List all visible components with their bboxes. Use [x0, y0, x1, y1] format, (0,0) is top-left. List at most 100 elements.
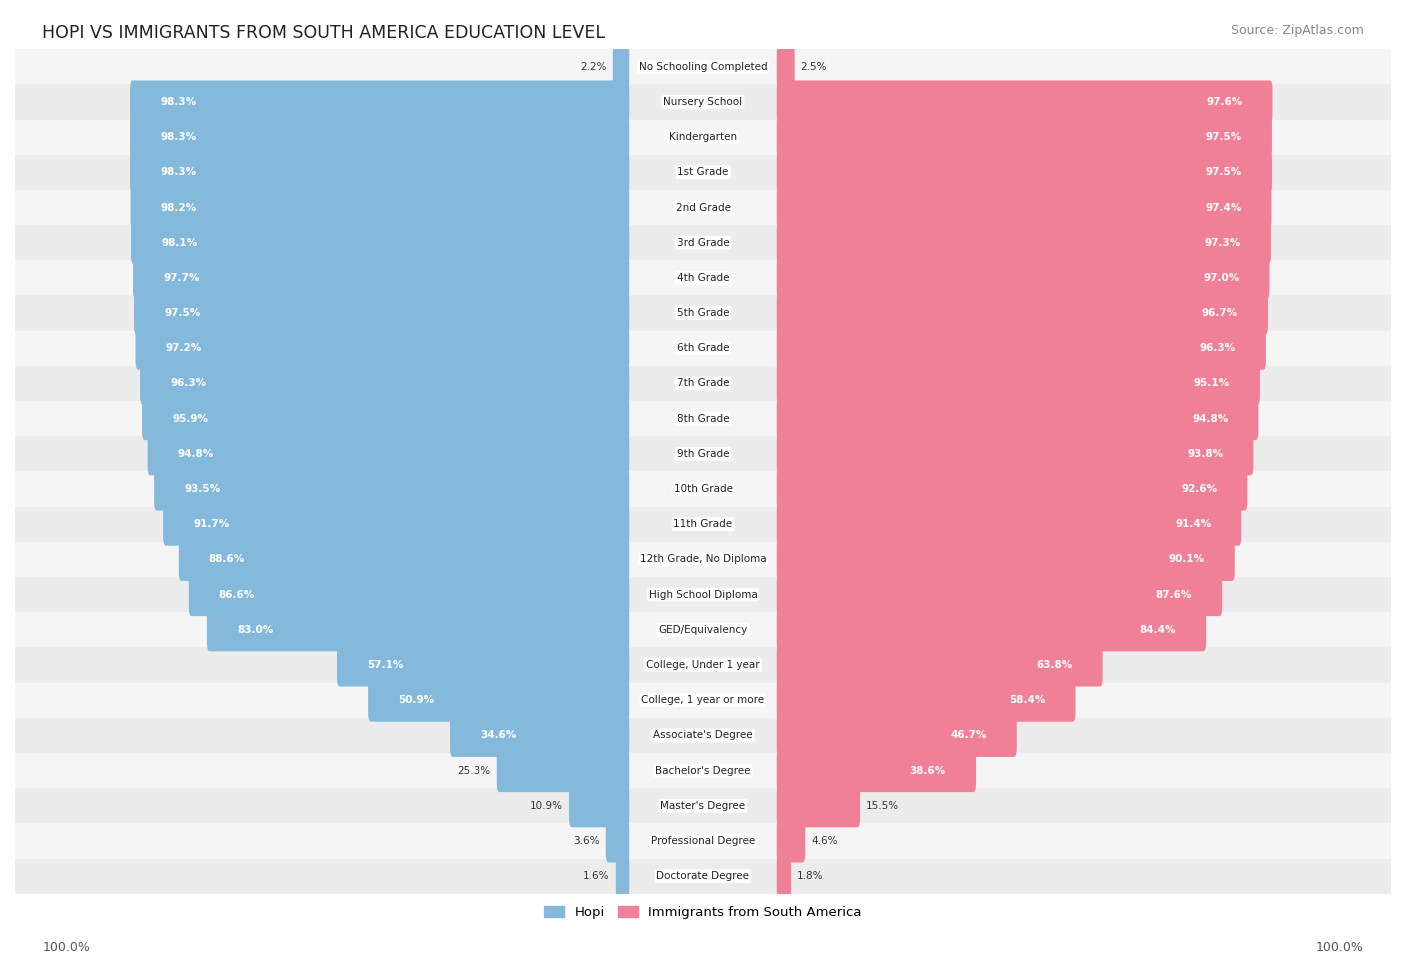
Text: 90.1%: 90.1%	[1168, 555, 1205, 565]
Text: 97.4%: 97.4%	[1205, 203, 1241, 213]
Bar	[15, 84, 1391, 120]
FancyBboxPatch shape	[496, 749, 630, 792]
Bar	[15, 295, 1391, 331]
Text: Bachelor's Degree: Bachelor's Degree	[655, 765, 751, 776]
FancyBboxPatch shape	[776, 397, 1258, 440]
Bar	[15, 401, 1391, 436]
FancyBboxPatch shape	[776, 714, 1017, 757]
FancyBboxPatch shape	[776, 784, 860, 828]
FancyBboxPatch shape	[134, 256, 630, 299]
Text: 91.7%: 91.7%	[193, 520, 229, 529]
Text: 46.7%: 46.7%	[950, 730, 987, 740]
FancyBboxPatch shape	[606, 820, 630, 863]
Text: 86.6%: 86.6%	[219, 590, 254, 600]
FancyBboxPatch shape	[776, 820, 806, 863]
Text: 91.4%: 91.4%	[1175, 520, 1212, 529]
Bar	[15, 472, 1391, 507]
FancyBboxPatch shape	[776, 503, 1241, 546]
Text: 97.5%: 97.5%	[1206, 133, 1241, 142]
Text: 100.0%: 100.0%	[1316, 941, 1364, 954]
Text: Doctorate Degree: Doctorate Degree	[657, 872, 749, 881]
Text: 98.3%: 98.3%	[160, 168, 197, 177]
Text: 83.0%: 83.0%	[236, 625, 273, 635]
Bar	[15, 682, 1391, 718]
FancyBboxPatch shape	[776, 538, 1234, 581]
FancyBboxPatch shape	[776, 151, 1272, 194]
Text: 3rd Grade: 3rd Grade	[676, 238, 730, 248]
Bar	[15, 49, 1391, 84]
Text: 100.0%: 100.0%	[42, 941, 90, 954]
Text: 97.5%: 97.5%	[165, 308, 200, 318]
FancyBboxPatch shape	[179, 538, 630, 581]
Bar	[15, 577, 1391, 612]
Bar	[15, 225, 1391, 260]
Text: 88.6%: 88.6%	[208, 555, 245, 565]
Bar	[15, 612, 1391, 647]
Bar	[15, 542, 1391, 577]
FancyBboxPatch shape	[207, 608, 630, 651]
FancyBboxPatch shape	[368, 679, 630, 722]
Text: 12th Grade, No Diploma: 12th Grade, No Diploma	[640, 555, 766, 565]
Text: 11th Grade: 11th Grade	[673, 520, 733, 529]
FancyBboxPatch shape	[148, 432, 630, 476]
FancyBboxPatch shape	[131, 186, 630, 229]
Text: 96.3%: 96.3%	[1199, 343, 1236, 353]
FancyBboxPatch shape	[776, 81, 1272, 124]
Text: 2.2%: 2.2%	[581, 61, 607, 72]
FancyBboxPatch shape	[613, 45, 630, 88]
FancyBboxPatch shape	[776, 221, 1271, 264]
FancyBboxPatch shape	[776, 327, 1265, 370]
Text: Kindergarten: Kindergarten	[669, 133, 737, 142]
Bar	[15, 753, 1391, 788]
Text: 97.7%: 97.7%	[163, 273, 200, 283]
Text: 98.2%: 98.2%	[160, 203, 197, 213]
Text: High School Diploma: High School Diploma	[648, 590, 758, 600]
FancyBboxPatch shape	[131, 221, 630, 264]
FancyBboxPatch shape	[135, 327, 630, 370]
Bar	[15, 824, 1391, 859]
Bar	[15, 647, 1391, 682]
Text: 98.1%: 98.1%	[162, 238, 197, 248]
Text: 38.6%: 38.6%	[910, 765, 946, 776]
FancyBboxPatch shape	[776, 116, 1272, 159]
Text: 96.7%: 96.7%	[1202, 308, 1237, 318]
Text: 93.8%: 93.8%	[1187, 448, 1223, 459]
Text: 95.9%: 95.9%	[172, 413, 208, 424]
Text: 87.6%: 87.6%	[1156, 590, 1192, 600]
Text: HOPI VS IMMIGRANTS FROM SOUTH AMERICA EDUCATION LEVEL: HOPI VS IMMIGRANTS FROM SOUTH AMERICA ED…	[42, 24, 605, 42]
Text: Master's Degree: Master's Degree	[661, 800, 745, 811]
Text: 4th Grade: 4th Grade	[676, 273, 730, 283]
Text: 97.0%: 97.0%	[1204, 273, 1240, 283]
FancyBboxPatch shape	[776, 749, 976, 792]
Text: 8th Grade: 8th Grade	[676, 413, 730, 424]
FancyBboxPatch shape	[616, 855, 630, 898]
Text: College, Under 1 year: College, Under 1 year	[647, 660, 759, 670]
FancyBboxPatch shape	[129, 81, 630, 124]
Text: 3.6%: 3.6%	[574, 836, 600, 846]
Text: 34.6%: 34.6%	[479, 730, 516, 740]
FancyBboxPatch shape	[188, 573, 630, 616]
Text: 95.1%: 95.1%	[1194, 378, 1230, 388]
Bar	[15, 155, 1391, 190]
FancyBboxPatch shape	[776, 256, 1270, 299]
Text: 1st Grade: 1st Grade	[678, 168, 728, 177]
Text: 6th Grade: 6th Grade	[676, 343, 730, 353]
FancyBboxPatch shape	[776, 573, 1222, 616]
Text: 98.3%: 98.3%	[160, 97, 197, 107]
Bar	[15, 190, 1391, 225]
Text: 1.6%: 1.6%	[583, 872, 610, 881]
Bar	[15, 120, 1391, 155]
FancyBboxPatch shape	[569, 784, 630, 828]
Legend: Hopi, Immigrants from South America: Hopi, Immigrants from South America	[537, 899, 869, 925]
Text: 15.5%: 15.5%	[866, 800, 900, 811]
Text: 84.4%: 84.4%	[1140, 625, 1177, 635]
Text: 92.6%: 92.6%	[1181, 484, 1218, 494]
FancyBboxPatch shape	[129, 116, 630, 159]
Text: Associate's Degree: Associate's Degree	[654, 730, 752, 740]
FancyBboxPatch shape	[776, 644, 1102, 686]
FancyBboxPatch shape	[776, 186, 1271, 229]
Bar	[15, 718, 1391, 753]
Text: 5th Grade: 5th Grade	[676, 308, 730, 318]
Text: 63.8%: 63.8%	[1036, 660, 1073, 670]
Text: Source: ZipAtlas.com: Source: ZipAtlas.com	[1230, 24, 1364, 37]
